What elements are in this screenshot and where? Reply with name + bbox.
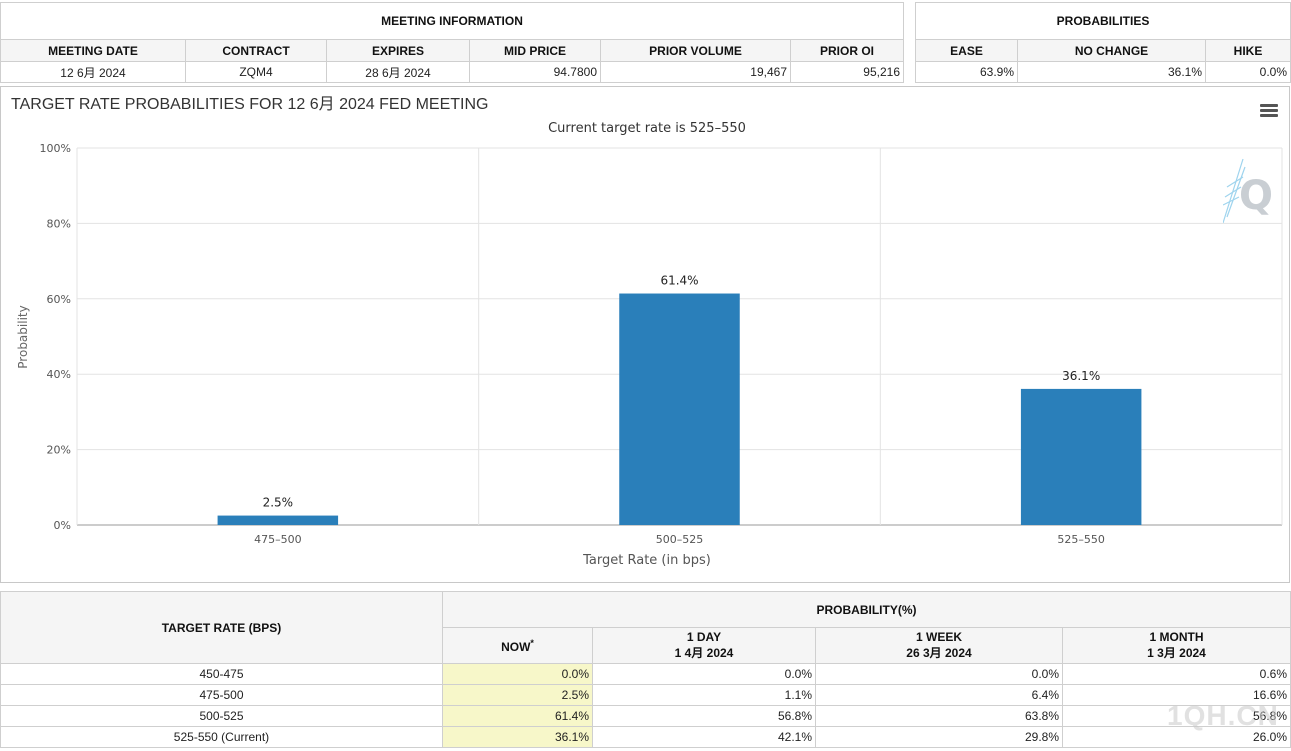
week-value-cell: 29.8% xyxy=(815,726,1063,748)
week-value-cell: 0.0% xyxy=(815,663,1063,685)
table-row: 450-475 0.0% 0.0% 0.0% 0.6% xyxy=(0,663,1291,685)
col-header-hike: HIKE xyxy=(1205,39,1291,62)
probabilities-table: PROBABILITIES EASE NO CHANGE HIKE 63.9% … xyxy=(915,2,1291,83)
y-tick-label: 80% xyxy=(47,217,71,230)
chart-menu-icon[interactable] xyxy=(1260,104,1278,118)
table-row: 500-525 61.4% 56.8% 63.8% 56.8% xyxy=(0,705,1291,727)
rate-probability-table: TARGET RATE (BPS) PROBABILITY(%) NOW* 1 … xyxy=(0,591,1291,748)
cme-q-logo-icon: Q xyxy=(1223,158,1273,224)
col-header-1-month-label: 1 MONTH xyxy=(1149,630,1204,644)
meeting-info-title: MEETING INFORMATION xyxy=(0,2,904,40)
col-header-now-label: NOW xyxy=(501,639,531,654)
chart-panel: TARGET RATE PROBABILITIES FOR 12 6月 2024… xyxy=(0,86,1290,583)
rate-cell: 450-475 xyxy=(0,663,443,685)
x-tick-label: 525–550 xyxy=(1057,533,1105,546)
chart-subtitle: Current target rate is 525–550 xyxy=(548,121,746,136)
col-header-1-week-label: 1 WEEK xyxy=(915,630,962,644)
y-axis-title: Probability xyxy=(16,305,30,368)
col-header-1-week-date: 26 3月 2024 xyxy=(906,646,972,660)
week-value-cell: 6.4% xyxy=(815,684,1063,706)
x-axis-title: Target Rate (in bps) xyxy=(582,553,711,568)
now-value-cell: 61.4% xyxy=(442,705,593,727)
probabilities-title: PROBABILITIES xyxy=(915,2,1291,40)
prior-oi-value: 95,216 xyxy=(790,61,904,83)
contract-value: ZQM4 xyxy=(185,61,327,83)
month-value-cell: 0.6% xyxy=(1062,663,1291,685)
bar[interactable] xyxy=(217,515,339,525)
rate-cell: 475-500 xyxy=(0,684,443,706)
x-tick-label: 475–500 xyxy=(254,533,302,546)
watermark: 1QH.CN xyxy=(1167,700,1279,731)
month-value-cell: 26.0% xyxy=(1062,726,1291,748)
day-value-cell: 56.8% xyxy=(592,705,816,727)
day-value-cell: 42.1% xyxy=(592,726,816,748)
now-value-cell: 36.1% xyxy=(442,726,593,748)
col-header-prior-oi: PRIOR OI xyxy=(790,39,904,62)
col-header-now: NOW* xyxy=(442,627,593,664)
col-header-prior-volume: PRIOR VOLUME xyxy=(600,39,791,62)
logo-letter: Q xyxy=(1239,173,1273,219)
col-header-1-day: 1 DAY 1 4月 2024 xyxy=(592,627,816,664)
col-header-ease: EASE xyxy=(915,39,1018,62)
ease-value: 63.9% xyxy=(915,61,1018,83)
col-header-contract: CONTRACT xyxy=(185,39,327,62)
now-value-cell: 2.5% xyxy=(442,684,593,706)
col-header-1-month-date: 1 3月 2024 xyxy=(1147,646,1206,660)
bar-data-label: 36.1% xyxy=(1062,369,1100,383)
y-tick-label: 100% xyxy=(40,142,71,155)
col-header-1-day-label: 1 DAY xyxy=(686,630,722,644)
col-header-no-change: NO CHANGE xyxy=(1017,39,1206,62)
bar[interactable] xyxy=(619,293,740,525)
expires-value: 28 6月 2024 xyxy=(326,61,470,83)
prior-volume-value: 19,467 xyxy=(600,61,791,83)
bar-data-label: 61.4% xyxy=(660,274,698,288)
rate-cell: 500-525 xyxy=(0,705,443,727)
col-header-1-month: 1 MONTH 1 3月 2024 xyxy=(1062,627,1291,664)
no-change-value: 36.1% xyxy=(1017,61,1206,83)
mid-price-value: 94.7800 xyxy=(469,61,601,83)
col-header-mid-price: MID PRICE xyxy=(469,39,601,62)
probability-chart: TARGET RATE PROBABILITIES FOR 12 6月 2024… xyxy=(11,96,1283,568)
x-tick-label: 500–525 xyxy=(656,533,704,546)
meeting-date-value: 12 6月 2024 xyxy=(0,61,186,83)
y-tick-label: 60% xyxy=(47,293,71,306)
meeting-info-table: MEETING INFORMATION MEETING DATE CONTRAC… xyxy=(0,2,904,83)
now-value-cell: 0.0% xyxy=(442,663,593,685)
bar[interactable] xyxy=(1020,388,1142,525)
week-value-cell: 63.8% xyxy=(815,705,1063,727)
col-header-expires: EXPIRES xyxy=(326,39,470,62)
probability-header: PROBABILITY(%) xyxy=(442,591,1291,628)
hike-value: 0.0% xyxy=(1205,61,1291,83)
col-header-meeting-date: MEETING DATE xyxy=(0,39,186,62)
chart-title: TARGET RATE PROBABILITIES FOR 12 6月 2024… xyxy=(11,96,488,113)
y-tick-label: 0% xyxy=(54,519,71,532)
col-header-1-day-date: 1 4月 2024 xyxy=(674,646,734,660)
day-value-cell: 0.0% xyxy=(592,663,816,685)
bar-data-label: 2.5% xyxy=(263,496,294,510)
y-tick-label: 40% xyxy=(47,368,71,381)
col-header-1-week: 1 WEEK 26 3月 2024 xyxy=(815,627,1063,664)
table-row: 475-500 2.5% 1.1% 6.4% 16.6% xyxy=(0,684,1291,706)
table-row: 525-550 (Current) 36.1% 42.1% 29.8% 26.0… xyxy=(0,726,1291,748)
y-tick-label: 20% xyxy=(47,444,71,457)
target-rate-header: TARGET RATE (BPS) xyxy=(0,591,443,664)
now-footnote-marker: * xyxy=(530,637,534,648)
day-value-cell: 1.1% xyxy=(592,684,816,706)
rate-cell: 525-550 (Current) xyxy=(0,726,443,748)
